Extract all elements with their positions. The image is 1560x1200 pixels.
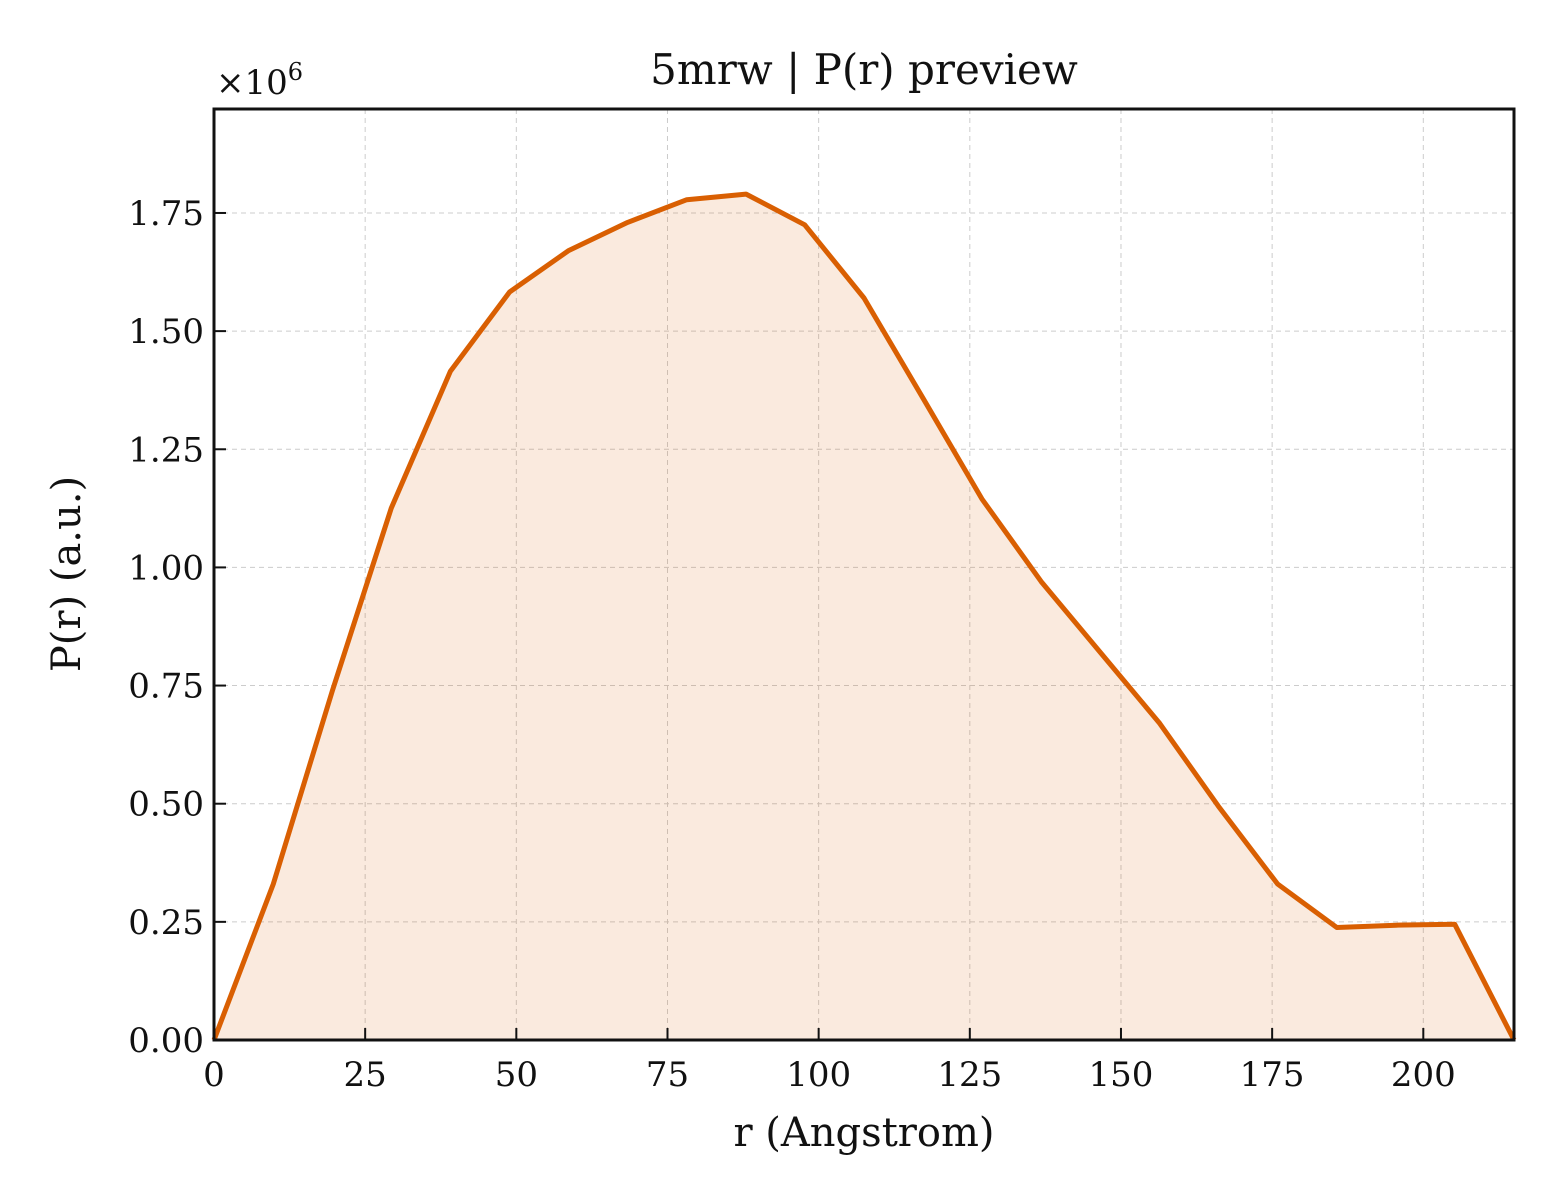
x-tick-label: 0 xyxy=(203,1055,225,1095)
x-tick-label: 100 xyxy=(786,1055,851,1095)
y-tick-label: 0.25 xyxy=(128,903,204,943)
y-tick-label: 1.75 xyxy=(128,194,204,234)
y-multiplier-base: ×10 xyxy=(216,63,288,103)
x-tick-label: 125 xyxy=(937,1055,1002,1095)
series-line xyxy=(211,191,1517,1042)
tick-layer: 0 25 50 75 100 125 150 175 200 0.00 0.25 0.50 0.75 1.… xyxy=(128,194,1455,1095)
chart-title: 5mrw | P(r) preview xyxy=(650,45,1078,94)
y-tick-label: 1.25 xyxy=(128,430,204,470)
x-tick-label: 175 xyxy=(1240,1055,1305,1095)
y-tick-label: 1.50 xyxy=(128,312,204,352)
y-tick-label: 0.00 xyxy=(128,1021,204,1061)
y-tick-label: 1.00 xyxy=(128,548,204,588)
y-axis-label: P(r) (a.u.) xyxy=(44,476,90,672)
area-fill xyxy=(214,194,1514,1041)
x-tick-label: 200 xyxy=(1391,1055,1456,1095)
x-tick-label: 75 xyxy=(646,1055,689,1095)
plot-frame xyxy=(212,107,1516,1042)
x-axis-label: r (Angstrom) xyxy=(733,1110,994,1156)
x-tick-label: 50 xyxy=(495,1055,538,1095)
x-tick-label: 25 xyxy=(344,1055,387,1095)
grid-layer xyxy=(213,109,1514,1041)
y-tick-label: 0.50 xyxy=(128,785,204,825)
y-tick-label: 0.75 xyxy=(128,667,204,707)
y-multiplier: ×106 xyxy=(216,58,303,103)
y-multiplier-exponent: 6 xyxy=(288,58,303,86)
x-tick-label: 150 xyxy=(1089,1055,1154,1095)
